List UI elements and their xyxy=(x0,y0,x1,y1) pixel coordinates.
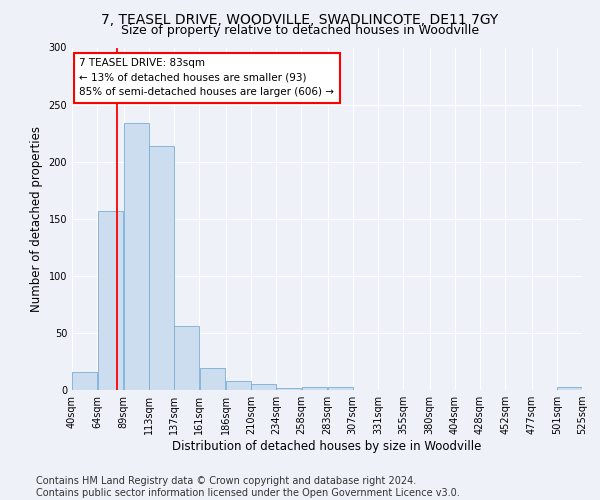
Bar xyxy=(251,384,276,390)
Text: Size of property relative to detached houses in Woodville: Size of property relative to detached ho… xyxy=(121,24,479,37)
Bar xyxy=(302,386,327,390)
Text: Contains HM Land Registry data © Crown copyright and database right 2024.
Contai: Contains HM Land Registry data © Crown c… xyxy=(36,476,460,498)
Bar xyxy=(557,386,582,390)
X-axis label: Distribution of detached houses by size in Woodville: Distribution of detached houses by size … xyxy=(172,440,482,453)
Bar xyxy=(199,368,225,390)
Bar xyxy=(328,386,353,390)
Bar xyxy=(149,146,174,390)
Bar xyxy=(97,211,123,390)
Bar xyxy=(72,372,97,390)
Text: 7 TEASEL DRIVE: 83sqm
← 13% of detached houses are smaller (93)
85% of semi-deta: 7 TEASEL DRIVE: 83sqm ← 13% of detached … xyxy=(79,58,334,98)
Bar xyxy=(124,123,149,390)
Text: 7, TEASEL DRIVE, WOODVILLE, SWADLINCOTE, DE11 7GY: 7, TEASEL DRIVE, WOODVILLE, SWADLINCOTE,… xyxy=(101,12,499,26)
Bar xyxy=(226,381,251,390)
Bar xyxy=(276,388,301,390)
Y-axis label: Number of detached properties: Number of detached properties xyxy=(30,126,43,312)
Bar xyxy=(174,326,199,390)
